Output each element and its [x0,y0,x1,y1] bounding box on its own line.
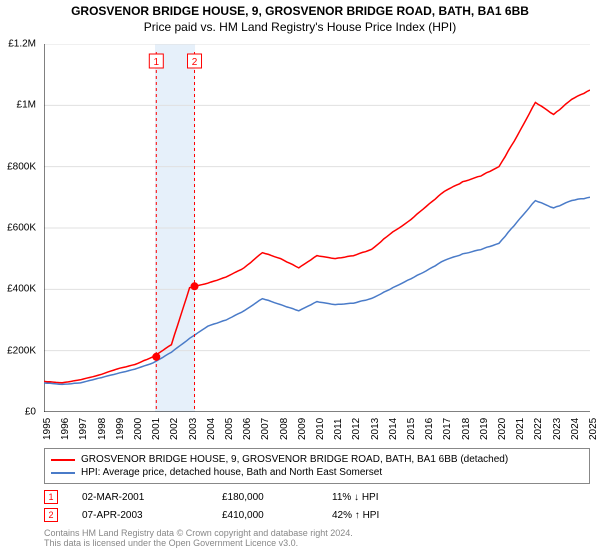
x-tick-label: 2013 [370,418,381,440]
x-tick-label: 2024 [570,418,581,440]
legend-swatch [51,472,75,474]
marker-pct: 11% ↓ HPI [332,492,442,503]
y-tick-label: £200K [7,345,36,356]
y-tick-label: £1M [17,100,36,111]
footer-line-2: This data is licensed under the Open Gov… [44,538,353,548]
x-tick-label: 2016 [424,418,435,440]
x-tick-label: 2010 [315,418,326,440]
x-tick-label: 2003 [188,418,199,440]
marker-number-box: 1 [44,490,58,504]
legend-label: HPI: Average price, detached house, Bath… [81,467,382,478]
legend-item: HPI: Average price, detached house, Bath… [51,466,583,479]
x-tick-label: 2019 [479,418,490,440]
svg-text:2: 2 [192,57,198,68]
legend-item: GROSVENOR BRIDGE HOUSE, 9, GROSVENOR BRI… [51,453,583,466]
x-tick-label: 1997 [78,418,89,440]
x-tick-label: 2005 [224,418,235,440]
svg-text:1: 1 [154,57,160,68]
y-tick-label: £1.2M [8,39,36,50]
marker-pct: 42% ↑ HPI [332,510,442,521]
marker-date: 02-MAR-2001 [82,492,222,503]
x-axis: 1995 1996 1997 1998 1999 2000 2001 2002 2003 2004… [44,414,590,444]
x-tick-label: 2017 [442,418,453,440]
marker-number-box: 2 [44,508,58,522]
x-tick-label: 2015 [406,418,417,440]
chart-container: GROSVENOR BRIDGE HOUSE, 9, GROSVENOR BRI… [0,0,600,560]
x-tick-label: 2014 [388,418,399,440]
x-tick-label: 2018 [461,418,472,440]
marker-row: 2 07-APR-2003£410,00042% ↑ HPI [44,506,590,524]
x-tick-label: 2020 [497,418,508,440]
plot-area: 12 [44,44,590,412]
y-tick-label: £0 [25,407,36,418]
x-tick-label: 2011 [333,418,344,440]
marker-row: 1 02-MAR-2001£180,00011% ↓ HPI [44,488,590,506]
x-tick-label: 2007 [260,418,271,440]
y-tick-label: £800K [7,161,36,172]
x-tick-label: 2025 [588,418,599,440]
footer: Contains HM Land Registry data © Crown c… [44,528,353,548]
marker-table: 1 02-MAR-2001£180,00011% ↓ HPI 2 07-APR-200… [44,488,590,524]
legend: GROSVENOR BRIDGE HOUSE, 9, GROSVENOR BRI… [44,448,590,484]
legend-label: GROSVENOR BRIDGE HOUSE, 9, GROSVENOR BRI… [81,454,508,465]
marker-price: £410,000 [222,510,332,521]
x-tick-label: 2002 [169,418,180,440]
x-tick-label: 2022 [533,418,544,440]
x-tick-label: 1995 [42,418,53,440]
x-tick-label: 1996 [60,418,71,440]
chart-svg: 12 [44,44,590,412]
title-line-1: GROSVENOR BRIDGE HOUSE, 9, GROSVENOR BRI… [0,4,600,18]
x-tick-label: 2000 [133,418,144,440]
footer-line-1: Contains HM Land Registry data © Crown c… [44,528,353,538]
x-tick-label: 1998 [97,418,108,440]
x-tick-label: 2006 [242,418,253,440]
x-tick-label: 2023 [552,418,563,440]
x-tick-label: 2012 [351,418,362,440]
marker-price: £180,000 [222,492,332,503]
x-tick-label: 2009 [297,418,308,440]
y-tick-label: £600K [7,223,36,234]
x-tick-label: 2021 [515,418,526,440]
x-tick-label: 2001 [151,418,162,440]
title-block: GROSVENOR BRIDGE HOUSE, 9, GROSVENOR BRI… [0,0,600,34]
marker-date: 07-APR-2003 [82,510,222,521]
legend-swatch [51,459,75,461]
y-axis: £0£200K£400K£600K£800K£1M£1.2M [0,44,40,412]
title-line-2: Price paid vs. HM Land Registry's House … [0,20,600,34]
x-tick-label: 2004 [206,418,217,440]
x-tick-label: 1999 [115,418,126,440]
y-tick-label: £400K [7,284,36,295]
x-tick-label: 2008 [279,418,290,440]
